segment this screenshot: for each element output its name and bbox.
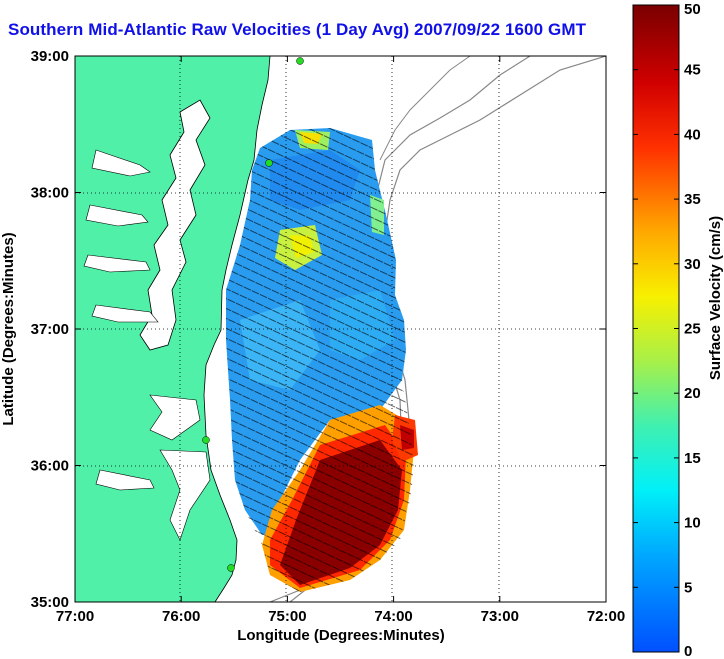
chesapeake-bay <box>139 99 211 351</box>
x-tick-label: 75:00 <box>268 608 306 625</box>
x-tick-label: 73:00 <box>481 608 519 625</box>
x-tick-label: 74:00 <box>374 608 412 625</box>
y-tick-label: 36:00 <box>31 458 69 475</box>
x-tick-label: 77:00 <box>56 608 94 625</box>
colorbar-tick-label: 45 <box>684 62 701 79</box>
x-axis-ticks: 77:00 76:00 75:00 74:00 73:00 72:00 <box>56 56 625 625</box>
x-axis-label: Longitude (Degrees:Minutes) <box>237 627 445 644</box>
colorbar-tick-label: 0 <box>684 643 692 659</box>
grid-lines <box>75 56 606 602</box>
colorbar-tick-label: 40 <box>684 126 701 143</box>
radar-station-marker <box>227 564 235 572</box>
radar-station-marker <box>296 57 304 65</box>
map-title: Southern Mid-Atlantic Raw Velocities (1 … <box>8 20 587 39</box>
radar-station-marker <box>265 159 273 167</box>
colorbar-label: Surface Velocity (cm/s) <box>707 216 724 380</box>
y-tick-label: 37:00 <box>31 321 69 338</box>
x-tick-label: 76:00 <box>162 608 200 625</box>
x-tick-label: 72:00 <box>587 608 625 625</box>
y-axis-label: Latitude (Degrees:Minutes) <box>0 232 17 425</box>
colorbar <box>632 4 680 653</box>
y-tick-label: 35:00 <box>31 594 69 611</box>
colorbar-tick-label: 30 <box>684 256 701 273</box>
colorbar-tick-label: 20 <box>684 385 701 402</box>
colorbar-tick-label: 15 <box>684 450 701 467</box>
y-axis-ticks: 39:00 38:00 37:00 36:00 35:00 <box>31 48 606 611</box>
colorbar-tick-label: 50 <box>684 1 701 18</box>
y-tick-label: 38:00 <box>31 185 69 202</box>
radar-station-marker <box>202 436 210 444</box>
y-tick-label: 39:00 <box>31 48 69 65</box>
colorbar-tick-label: 5 <box>684 579 692 596</box>
colorbar-tick-label: 10 <box>684 515 701 532</box>
colorbar-tick-label: 35 <box>684 191 701 208</box>
colorbar-tick-label: 25 <box>684 321 701 338</box>
